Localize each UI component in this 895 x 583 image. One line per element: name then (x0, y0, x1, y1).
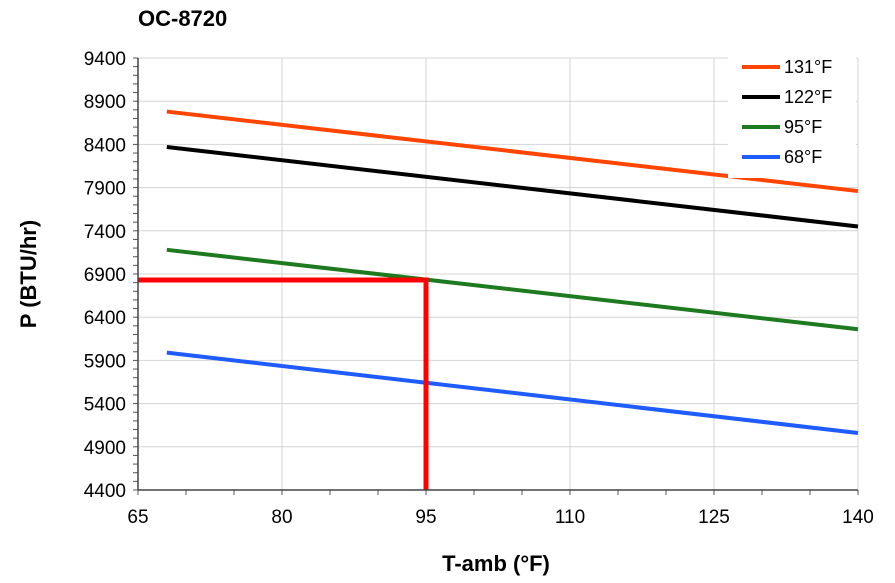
y-tick-label: 5400 (84, 395, 126, 416)
axes: 4400 4900 5400 5900 6400 6900 7400 7900 8400 8900… (84, 49, 874, 528)
y-tick-label: 8400 (84, 135, 126, 156)
legend: 131°F 122°F 95°F 68°F (728, 46, 856, 178)
legend-label: 122°F (784, 87, 832, 107)
series-line-122FF (166, 145, 859, 229)
x-tick-label: 140 (842, 507, 874, 528)
series-line-68FF (166, 350, 859, 435)
y-tick-label: 7400 (84, 222, 126, 243)
y-tick-label: 7900 (84, 179, 126, 200)
y-tick-label: 6400 (84, 308, 126, 329)
x-tick-label: 125 (698, 507, 730, 528)
x-axis-title: T-amb (°F) (442, 551, 550, 576)
legend-label: 131°F (784, 57, 832, 77)
y-tick-label: 4400 (84, 481, 126, 502)
legend-label: 68°F (784, 147, 822, 167)
x-tick-label: 110 (555, 507, 585, 528)
series-line-95FF (166, 247, 859, 332)
reading-marker (138, 277, 429, 490)
y-tick-label: 6900 (84, 265, 126, 286)
legend-label: 95°F (784, 117, 822, 137)
chart-title: OC-8720 (138, 6, 227, 31)
y-tick-label: 4900 (84, 438, 126, 459)
x-tick-label: 80 (271, 507, 292, 528)
x-tick-label: 65 (127, 507, 148, 528)
y-tick-label: 8900 (84, 92, 126, 113)
y-axis-title: P (BTU/hr) (16, 220, 41, 328)
y-tick-label: 9400 (84, 49, 126, 70)
y-tick-label: 5900 (84, 351, 126, 372)
annotation-layer (138, 277, 429, 490)
x-tick-label: 95 (415, 507, 436, 528)
